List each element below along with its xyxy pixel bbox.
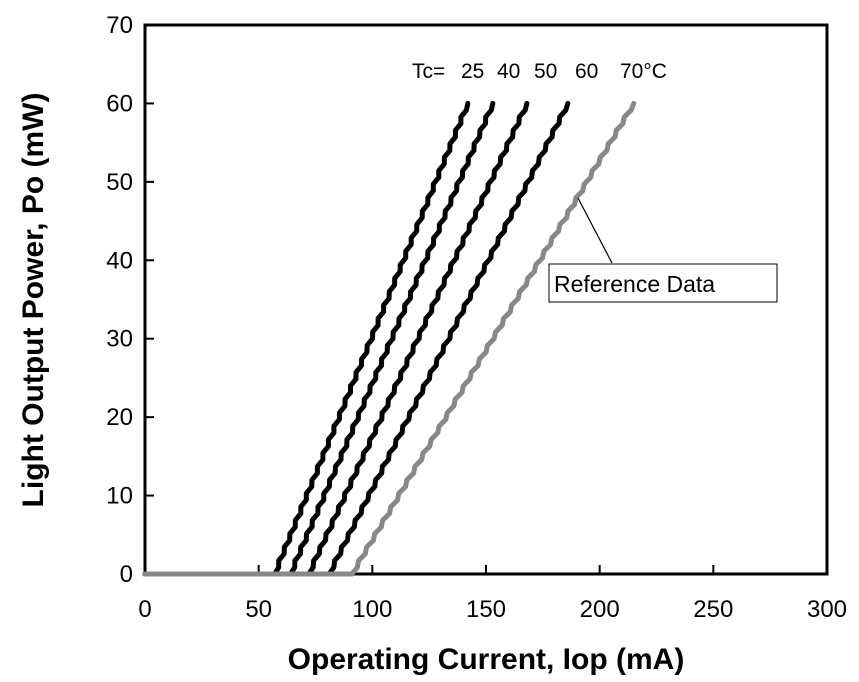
temperature-label-60: 60: [575, 60, 598, 83]
temperature-label-70: 70°C: [620, 60, 667, 83]
temperature-prefix-label: Tc=: [412, 60, 445, 83]
x-tick-label: 250: [693, 596, 733, 623]
reference-label: Reference Data: [554, 271, 715, 297]
temperature-label-25: 25: [461, 60, 484, 83]
x-tick-label: 0: [138, 596, 151, 623]
y-axis: 0 10 20 30 40 50 60 70: [106, 12, 154, 588]
x-tick-label: 100: [352, 596, 392, 623]
y-axis-title: Light Output Power, Po (mW): [17, 93, 50, 508]
y-tick-label: 40: [106, 247, 133, 274]
x-axis: 0 50 100 150 200 250 300: [138, 565, 847, 623]
series-layer: [142, 100, 637, 577]
temperature-label-40: 40: [497, 60, 520, 83]
y-tick-label: 20: [106, 404, 133, 431]
y-tick-label: 50: [106, 169, 133, 196]
x-tick-label: 200: [580, 596, 620, 623]
x-tick-label: 50: [245, 596, 272, 623]
reference-leader-line: [577, 197, 613, 264]
y-tick-label: 30: [106, 326, 133, 353]
y-tick-label: 70: [106, 12, 133, 39]
x-tick-label: 300: [807, 596, 847, 623]
series-line-60: [142, 100, 571, 577]
reference-annotation: Reference Data: [548, 197, 778, 303]
reference-label-box: [548, 263, 778, 303]
x-axis-title: Operating Current, Iop (mA): [288, 643, 685, 676]
series-line-25: [142, 100, 471, 577]
x-tick-label: 150: [466, 596, 506, 623]
series-line-40: [142, 100, 496, 577]
y-tick-label: 0: [120, 561, 133, 588]
y-tick-label: 60: [106, 90, 133, 117]
series-line-70: [142, 100, 637, 577]
temperature-label-50: 50: [534, 60, 557, 83]
temperature-labels: Tc= 25 40 50 60 70°C: [412, 60, 667, 83]
y-tick-label: 10: [106, 483, 133, 510]
series-line-50: [142, 100, 530, 577]
